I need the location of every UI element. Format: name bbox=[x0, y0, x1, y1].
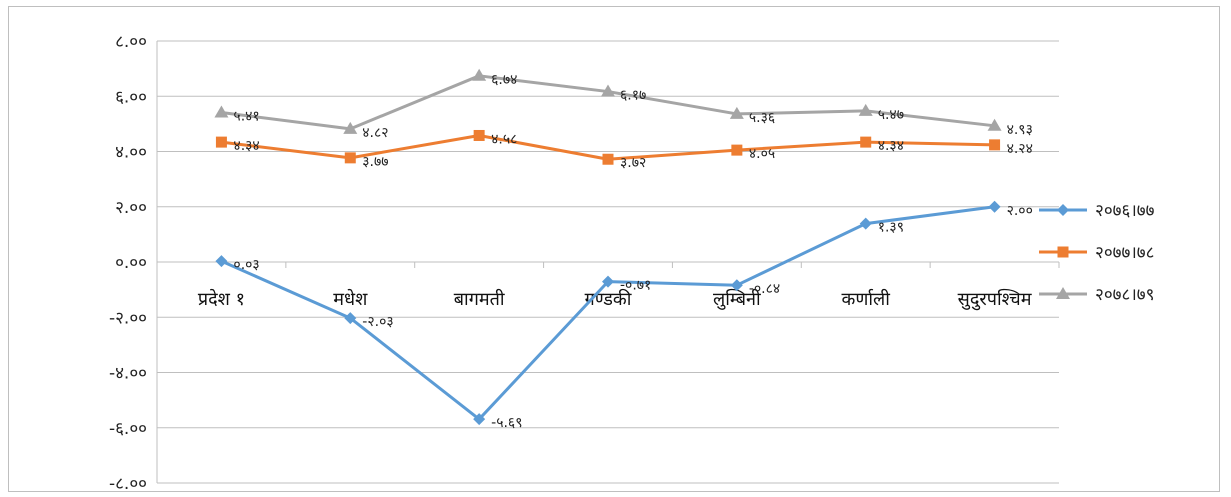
data-point-square bbox=[216, 137, 227, 148]
data-label: ०.०३ bbox=[233, 257, 259, 273]
data-label: ४.२४ bbox=[1007, 141, 1033, 157]
data-label: १.३९ bbox=[878, 220, 904, 236]
data-point-diamond bbox=[989, 201, 1001, 213]
data-label: ४.०५ bbox=[749, 146, 775, 162]
y-tick-label: -२.०० bbox=[109, 308, 147, 328]
y-tick-label: ८.०० bbox=[115, 32, 147, 52]
data-label: -०.७१ bbox=[620, 278, 651, 294]
y-tick-label: ४.०० bbox=[115, 143, 147, 163]
legend-label: २०७७।७८ bbox=[1095, 243, 1154, 263]
data-label: -५.६९ bbox=[491, 415, 522, 431]
data-label: ५.४७ bbox=[878, 107, 904, 123]
y-tick-label: ०.०० bbox=[115, 253, 147, 273]
series-line bbox=[221, 207, 994, 419]
data-label: ३.७७ bbox=[362, 154, 388, 170]
x-tick-label: बागमती bbox=[454, 288, 505, 310]
data-point-diamond bbox=[215, 255, 227, 267]
legend-label: २०७८।७९ bbox=[1095, 285, 1154, 305]
y-tick-label: -६.०० bbox=[109, 419, 147, 439]
legend-label: २०७६।७७ bbox=[1095, 201, 1155, 221]
data-labels: ०.०३ -२.०३ -५.६९ -०.७१ -०.८४ १.३९ २.०० ४.३४ ३.७७… bbox=[233, 72, 1032, 431]
y-tick-label: २.०० bbox=[115, 198, 147, 218]
data-label: ५.३६ bbox=[749, 110, 775, 126]
data-point-square bbox=[860, 137, 871, 148]
data-label: ६.७४ bbox=[491, 72, 517, 88]
data-point-square bbox=[989, 139, 1000, 150]
data-label: ४.३४ bbox=[233, 138, 259, 154]
data-label: ४.३४ bbox=[878, 138, 904, 154]
line-chart: ८.०० ६.०० ४.०० २.०० ०.०० -२.०० -४.०० -६.०० -८.००… bbox=[9, 7, 1221, 493]
x-tick-label: सुदुरपश्चिम bbox=[958, 288, 1033, 311]
data-point-square bbox=[603, 154, 614, 165]
gridlines bbox=[157, 41, 1059, 483]
data-label: -०.८४ bbox=[749, 281, 780, 297]
legend: २०७६।७७ २०७७।७८ २०७८।७९ bbox=[1039, 201, 1155, 305]
x-tick-label: कर्णाली bbox=[842, 288, 891, 310]
x-tick-label: मधेश bbox=[333, 288, 368, 310]
y-tick-label: -४.०० bbox=[109, 364, 147, 384]
data-point-diamond bbox=[1057, 204, 1069, 216]
data-point-square bbox=[1058, 247, 1069, 258]
y-tick-label: -८.०० bbox=[109, 474, 147, 493]
data-label: -२.०३ bbox=[362, 314, 393, 330]
data-point-diamond bbox=[860, 218, 872, 230]
chart-frame: ८.०० ६.०० ४.०० २.०० ०.०० -२.०० -४.०० -६.०० -८.००… bbox=[8, 6, 1220, 492]
data-point-triangle bbox=[472, 69, 486, 81]
data-point-square bbox=[474, 130, 485, 141]
data-point-square bbox=[731, 145, 742, 156]
data-label: ६.१७ bbox=[620, 88, 646, 104]
data-label: ५.४१ bbox=[233, 109, 259, 125]
data-point-square bbox=[345, 152, 356, 163]
x-tick-label: प्रदेश १ bbox=[198, 288, 245, 310]
data-point-triangle bbox=[214, 106, 228, 118]
y-axis-ticks: ८.०० ६.०० ४.०० २.०० ०.०० -२.०० -४.०० -६.०० -८.०० bbox=[109, 32, 147, 493]
data-label: ४.९३ bbox=[1007, 122, 1033, 138]
data-label: २.०० bbox=[1007, 203, 1033, 219]
data-label: ३.७२ bbox=[620, 155, 646, 171]
data-label: ४.८२ bbox=[362, 125, 388, 141]
y-tick-label: ६.०० bbox=[115, 87, 147, 107]
data-label: ४.५८ bbox=[491, 131, 517, 147]
